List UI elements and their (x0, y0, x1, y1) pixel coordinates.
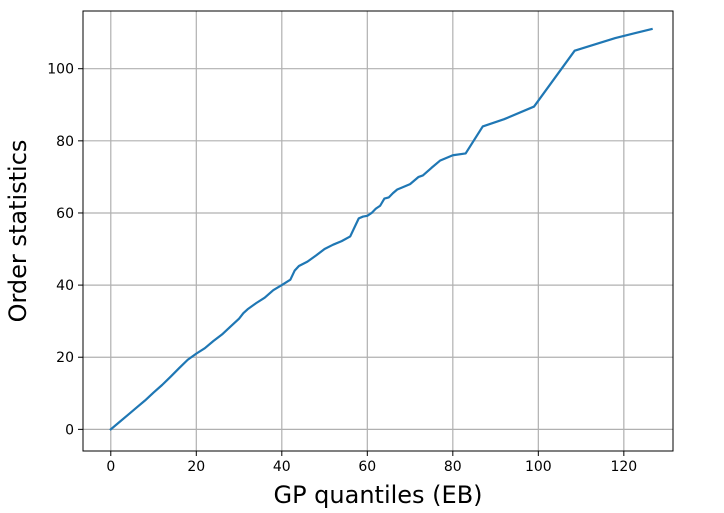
y-tick-label: 100 (47, 62, 74, 78)
x-axis-label: GP quantiles (EB) (273, 481, 482, 509)
y-tick-label: 20 (56, 350, 74, 366)
x-tick-label: 0 (106, 459, 115, 475)
x-tick-label: 80 (444, 459, 462, 475)
x-tick-label: 20 (187, 459, 205, 475)
x-tick-label: 100 (525, 459, 552, 475)
y-axis-label: Order statistics (4, 140, 32, 323)
series-layer (109, 27, 653, 431)
ticks: 0 20 40 60 80 100 120 0 20 40 60 80 100 (47, 62, 637, 475)
x-tick-label: 60 (358, 459, 376, 475)
x-tick-label: 40 (273, 459, 291, 475)
y-tick-label: 40 (56, 278, 74, 294)
plot-frame (82, 10, 674, 452)
y-tick-label: 60 (56, 206, 74, 222)
grid (83, 11, 673, 451)
series-line (109, 27, 653, 431)
x-tick-label: 120 (610, 459, 637, 475)
y-tick-label: 0 (65, 422, 74, 438)
y-tick-label: 80 (56, 134, 74, 150)
